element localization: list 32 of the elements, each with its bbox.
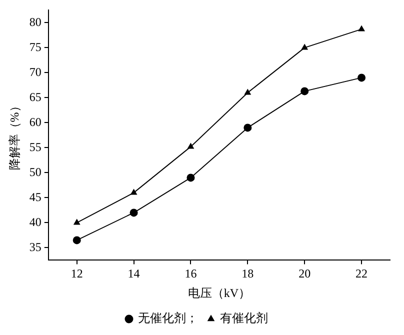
x-axis-title: 电压（kV） (188, 286, 251, 300)
point (73, 218, 80, 225)
point (130, 208, 138, 217)
x-tick-label: 20 (298, 266, 311, 281)
y-tick-label: 50 (29, 164, 42, 179)
point (358, 25, 365, 32)
point (187, 142, 194, 149)
legend-label: 无催化剂； (138, 311, 198, 326)
y-tick-label: 55 (29, 140, 42, 154)
point (72, 236, 81, 244)
point (186, 174, 195, 182)
legend-label: 有催化剂 (220, 311, 268, 326)
x-tick-label: 14 (128, 266, 140, 281)
point (244, 124, 252, 132)
x-tick-label: 12 (70, 266, 83, 281)
y-tick-label: 70 (29, 64, 42, 79)
point (244, 88, 252, 95)
x-tick-label: 22 (356, 266, 368, 281)
point (130, 188, 138, 195)
point (358, 74, 366, 82)
y-tick-label: 60 (29, 114, 42, 129)
point (300, 87, 309, 96)
y-tick-label: 40 (29, 214, 42, 229)
point (301, 44, 308, 50)
y-tick-label: 35 (29, 240, 42, 254)
y-axis-title: 降解率（%） (7, 100, 22, 170)
y-tick-label: 45 (29, 190, 42, 204)
y-tick-label: 75 (29, 40, 42, 54)
x-tick-label: 16 (184, 266, 197, 281)
y-tick-label: 65 (29, 90, 42, 104)
x-tick-label: 18 (242, 266, 254, 281)
y-tick-label: 80 (29, 14, 42, 29)
